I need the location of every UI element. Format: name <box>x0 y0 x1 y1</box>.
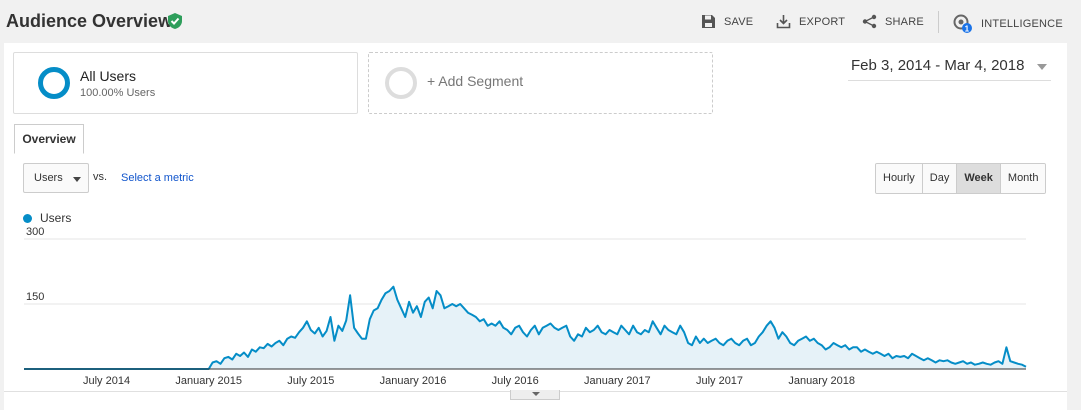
segment-ring-icon <box>38 67 70 99</box>
x-tick-label: January 2018 <box>788 375 855 387</box>
export-icon <box>776 15 791 29</box>
share-button[interactable]: SHARE <box>862 14 924 29</box>
segment-name: All Users <box>80 68 137 84</box>
add-segment-button[interactable]: + Add Segment <box>368 52 713 114</box>
intelligence-icon: 1 <box>953 14 972 34</box>
legend-label: Users <box>40 211 72 225</box>
users-chart: 300 150 July 2014 January 2015 July 2015 Janu… <box>24 226 1027 387</box>
granularity-day[interactable]: Day <box>921 164 957 193</box>
legend-dot <box>23 213 32 223</box>
intelligence-badge: 1 <box>965 25 970 34</box>
chevron-down-icon <box>532 392 540 396</box>
page-title: Audience Overview <box>6 11 173 31</box>
granularity-week[interactable]: Week <box>956 164 1000 193</box>
x-tick-label: July 2016 <box>492 375 539 387</box>
date-range-picker[interactable]: Feb 3, 2014 - Mar 4, 2018 <box>848 55 1051 81</box>
granularity-month[interactable]: Month <box>999 164 1046 193</box>
x-tick-label: January 2016 <box>380 375 447 387</box>
metric-select[interactable]: Users <box>23 163 89 193</box>
chart-legend: Users <box>23 211 71 225</box>
tab-overview[interactable]: Overview <box>14 124 84 154</box>
users-area-fill <box>24 286 1026 369</box>
vs-label: vs. <box>93 171 108 183</box>
metric-select-value: Users <box>34 172 63 184</box>
granularity-toggle: Hourly Day Week Month <box>875 163 1047 194</box>
x-tick-label: July 2014 <box>83 375 130 387</box>
export-button[interactable]: EXPORT <box>776 14 845 29</box>
share-label: SHARE <box>885 15 924 28</box>
date-range-text: Feb 3, 2014 - Mar 4, 2018 <box>851 57 1025 74</box>
chevron-down-icon <box>1037 64 1047 70</box>
segment-all-users[interactable]: All Users 100.00% Users <box>13 52 358 114</box>
segment-percent: 100.00% Users <box>80 87 156 99</box>
save-label: SAVE <box>724 15 754 28</box>
empty-segment-ring-icon <box>385 67 417 99</box>
save-button[interactable]: SAVE <box>701 14 753 29</box>
select-metric-link[interactable]: Select a metric <box>121 172 194 184</box>
chevron-down-icon <box>73 177 81 182</box>
granularity-hourly[interactable]: Hourly <box>876 164 922 193</box>
verified-shield-icon <box>168 13 182 29</box>
y-tick-label: 150 <box>26 291 44 303</box>
share-icon <box>862 14 877 29</box>
intelligence-label: INTELLIGENCE <box>981 18 1063 30</box>
x-tick-label: July 2017 <box>696 375 743 387</box>
toolbar-divider <box>938 11 939 33</box>
x-tick-label: January 2017 <box>584 375 651 387</box>
add-segment-label: + Add Segment <box>427 73 524 89</box>
save-icon <box>702 15 715 28</box>
x-tick-label: July 2015 <box>287 375 334 387</box>
y-tick-label: 300 <box>26 226 44 238</box>
intelligence-button[interactable]: 1 INTELLIGENCE <box>953 14 1063 34</box>
page-header: Audience Overview SAVE EXPORT SHARE <box>0 0 1081 43</box>
expand-chart-handle[interactable] <box>510 390 560 400</box>
segment-bar: All Users 100.00% Users + Add Segment Fe… <box>4 43 1067 153</box>
x-tick-label: January 2015 <box>175 375 242 387</box>
export-label: EXPORT <box>799 15 846 28</box>
